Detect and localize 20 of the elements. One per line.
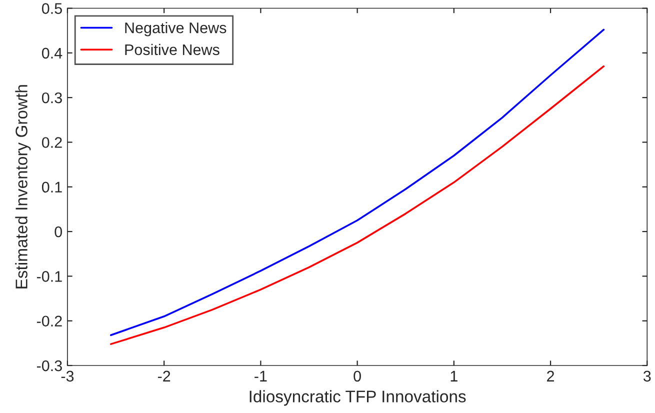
x-tick-label: 2 xyxy=(547,370,554,382)
x-tick-label: 1 xyxy=(450,370,458,382)
y-tick-label: 0.3 xyxy=(42,92,62,104)
legend-label: Positive News xyxy=(125,44,220,56)
x-tick-label: 0 xyxy=(354,370,361,382)
x-tick-label: -2 xyxy=(158,370,170,382)
x-axis-title: Idiosyncratic TFP Innovations xyxy=(250,390,466,406)
y-tick-label: -0.3 xyxy=(36,360,62,372)
y-axis-title: Estimated Inventory Growth xyxy=(15,85,31,288)
y-tick-label: 0.4 xyxy=(42,48,62,59)
x-tick-label: -1 xyxy=(254,370,267,382)
y-tick-label: 0.2 xyxy=(42,137,62,148)
y-tick-label: 0.1 xyxy=(42,182,62,193)
y-tick-label: -0.1 xyxy=(36,271,62,282)
y-tick-label: 0 xyxy=(54,226,62,238)
legend-label: Negative News xyxy=(125,22,226,36)
y-tick-label: -0.2 xyxy=(36,316,62,327)
y-tick-label: 0.5 xyxy=(42,3,62,14)
x-tick-label: 3 xyxy=(643,370,651,382)
x-tick-label: -3 xyxy=(61,370,74,382)
